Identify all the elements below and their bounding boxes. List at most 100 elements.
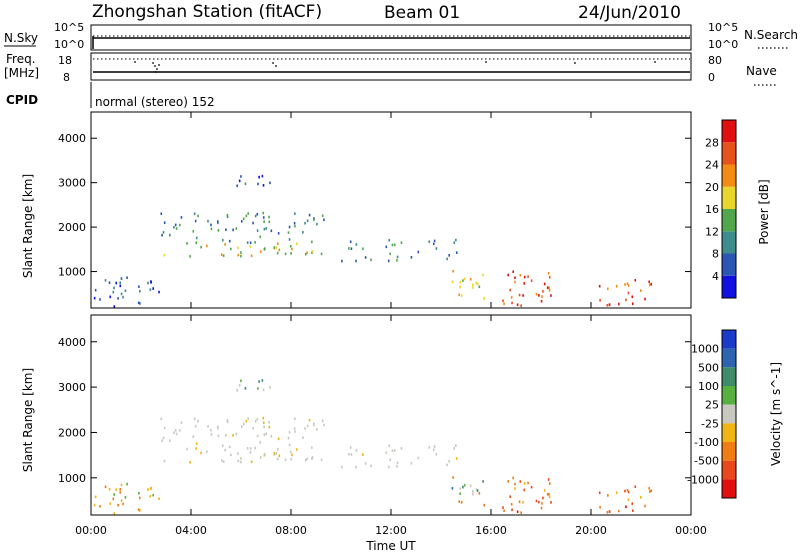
power-ytick-label: 3000: [58, 177, 86, 190]
power-cell: [514, 280, 516, 284]
power-cell: [173, 225, 175, 229]
power-cell: [452, 269, 454, 273]
velocity-cell: [180, 421, 183, 424]
velocity-cell: [238, 384, 241, 387]
date-label: 24/Jun/2010: [578, 3, 681, 23]
power-cell: [543, 282, 546, 286]
velocity-cell: [631, 502, 634, 505]
velocity-cell: [475, 488, 478, 491]
xtick-label: 00:00: [675, 524, 707, 537]
power-cell: [518, 293, 521, 297]
power-cell: [290, 252, 292, 255]
power-cell: [226, 213, 229, 217]
power-cell: [410, 255, 413, 259]
power-cell: [509, 288, 512, 292]
velocity-cell: [393, 449, 396, 452]
power-cell: [287, 231, 290, 234]
power-cell: [634, 279, 637, 282]
velocity-cell: [316, 428, 318, 431]
velocity-cell: [147, 488, 149, 491]
velocity-cell: [428, 446, 431, 449]
power-cell: [648, 280, 651, 284]
velocity-cell: [520, 511, 522, 514]
velocity-colorbar-tick-label: 100: [698, 380, 719, 393]
power-cell: [455, 238, 457, 242]
power-cell: [254, 214, 257, 218]
velocity-cell: [210, 428, 212, 432]
velocity-cell: [304, 458, 307, 462]
velocity-cell: [648, 487, 651, 490]
cpid-label: CPID: [6, 93, 38, 107]
velocity-cell: [535, 499, 538, 503]
velocity-cell: [311, 446, 313, 449]
power-cell: [240, 175, 242, 178]
power-cell: [158, 290, 160, 294]
velocity-cell: [509, 495, 512, 498]
power-cell: [306, 251, 308, 255]
velocity-cell: [192, 435, 195, 439]
velocity-cell: [139, 509, 141, 512]
power-cell: [391, 243, 394, 247]
velocity-cell: [276, 457, 279, 461]
power-cell: [195, 241, 198, 245]
velocity-cell: [627, 498, 630, 502]
power-cell: [355, 259, 357, 263]
velocity-cell: [195, 442, 198, 445]
power-cell: [455, 251, 458, 254]
power-cell: [168, 233, 171, 237]
velocity-cell: [291, 453, 293, 457]
velocity-cell: [268, 425, 271, 429]
velocity-cell: [530, 485, 533, 489]
velocity-cell: [455, 444, 457, 447]
velocity-cell: [230, 453, 232, 457]
velocity-cell: [348, 452, 350, 456]
power-cell: [435, 247, 438, 250]
velocity-cell: [547, 478, 550, 481]
velocity-cell: [269, 386, 271, 389]
velocity-cell: [615, 491, 618, 495]
xtick-label: 08:00: [275, 524, 307, 537]
velocity-cell: [455, 457, 458, 460]
velocity-cell: [510, 502, 513, 506]
power-cell: [94, 288, 97, 292]
velocity-ytick-label: 2000: [58, 426, 86, 439]
nave-tick-top: 80: [708, 54, 722, 67]
power-cell: [311, 240, 313, 244]
velocity-cell: [523, 488, 526, 492]
velocity-cell: [232, 434, 234, 437]
velocity-cell: [624, 489, 626, 493]
velocity-cell: [244, 387, 247, 390]
velocity-cell: [194, 424, 197, 428]
velocity-cell: [240, 460, 242, 464]
power-cell: [262, 184, 265, 187]
velocity-colorbar-swatch: [722, 386, 736, 405]
power-colorbar-tick-label: 4: [712, 270, 719, 283]
velocity-cell: [460, 500, 463, 504]
power-colorbar-frame: [721, 119, 737, 299]
velocity-cell: [290, 457, 292, 461]
power-cell: [242, 217, 245, 221]
power-colorbar-swatch: [722, 164, 736, 187]
power-colorbar-tick-label: 20: [705, 181, 719, 194]
velocity-cell: [179, 429, 181, 432]
velocity-cell: [254, 446, 256, 450]
velocity-cell: [293, 417, 296, 421]
power-cell: [448, 254, 451, 257]
power-cell: [385, 245, 388, 249]
velocity-cell: [173, 431, 175, 434]
power-cell: [502, 299, 504, 303]
velocity-heatmap: [93, 379, 653, 515]
nsearch-label: N.Search: [744, 28, 798, 42]
power-cell: [599, 299, 601, 302]
velocity-cell: [502, 506, 504, 509]
nsky-tick-bottom: 10^0: [54, 38, 84, 51]
velocity-cell: [149, 495, 152, 498]
power-cell: [627, 284, 630, 287]
power-cell: [527, 275, 529, 278]
power-cell: [538, 294, 540, 297]
velocity-cell: [242, 422, 245, 426]
velocity-cell: [478, 492, 481, 495]
velocity-ytick-label: 4000: [58, 336, 86, 349]
power-cell: [119, 284, 122, 288]
velocity-colorbar-swatch: [722, 423, 736, 442]
